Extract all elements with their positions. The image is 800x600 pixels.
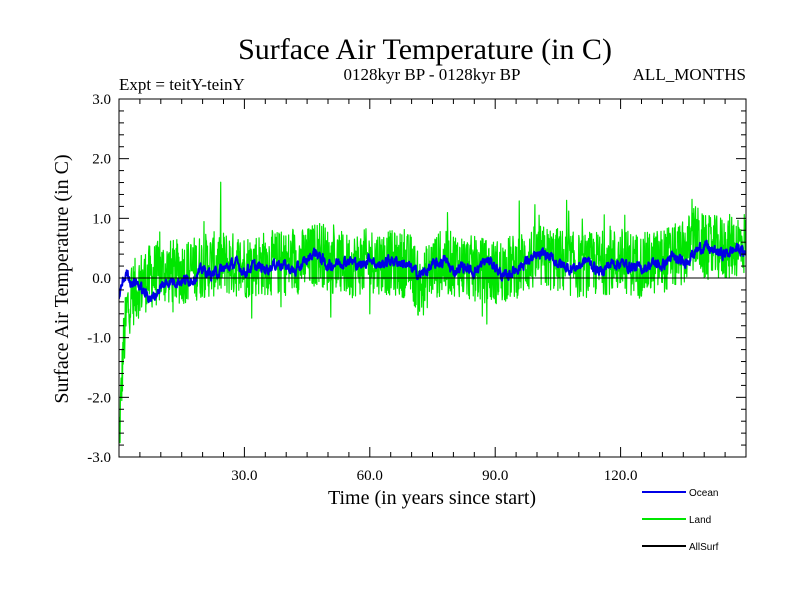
legend-label-allsurf: AllSurf <box>689 542 719 553</box>
series-line-ocean <box>119 239 746 304</box>
axes: 30.0 60.0 90.0 120.0 -3.0 -2.0 -1.0 0.0 1.0 2.0 3.… <box>87 92 746 484</box>
x-tick-label: 120.0 <box>604 468 638 484</box>
period-label: 0128kyr BP - 0128kyr BP <box>344 65 521 84</box>
x-tick-label: 90.0 <box>482 468 508 484</box>
y-tick-label: -1.0 <box>87 331 111 347</box>
plot-frame <box>118 98 747 458</box>
y-axis-label: Surface Air Temperature (in C) <box>51 154 73 403</box>
x-tick-label: 30.0 <box>231 468 257 484</box>
x-axis-label: Time (in years since start) <box>328 487 536 509</box>
legend-label-land: Land <box>689 515 711 526</box>
experiment-label: Expt = teitY-teinY <box>119 75 245 94</box>
series-line-land <box>119 181 746 444</box>
chart-title: Surface Air Temperature (in C) <box>238 33 612 66</box>
y-tick-label: 2.0 <box>92 152 111 168</box>
legend-label-ocean: Ocean <box>689 488 718 499</box>
legend: Ocean Land AllSurf <box>642 488 719 553</box>
plot-area <box>119 99 746 457</box>
x-tick-label: 60.0 <box>357 468 383 484</box>
y-tick-label: -2.0 <box>87 390 111 406</box>
months-label: ALL_MONTHS <box>633 65 746 84</box>
series-layer <box>119 181 746 444</box>
y-tick-label: 1.0 <box>92 211 111 227</box>
y-tick-label: 3.0 <box>92 92 111 108</box>
y-tick-label: -3.0 <box>87 450 111 466</box>
y-tick-label: 0.0 <box>92 271 111 287</box>
